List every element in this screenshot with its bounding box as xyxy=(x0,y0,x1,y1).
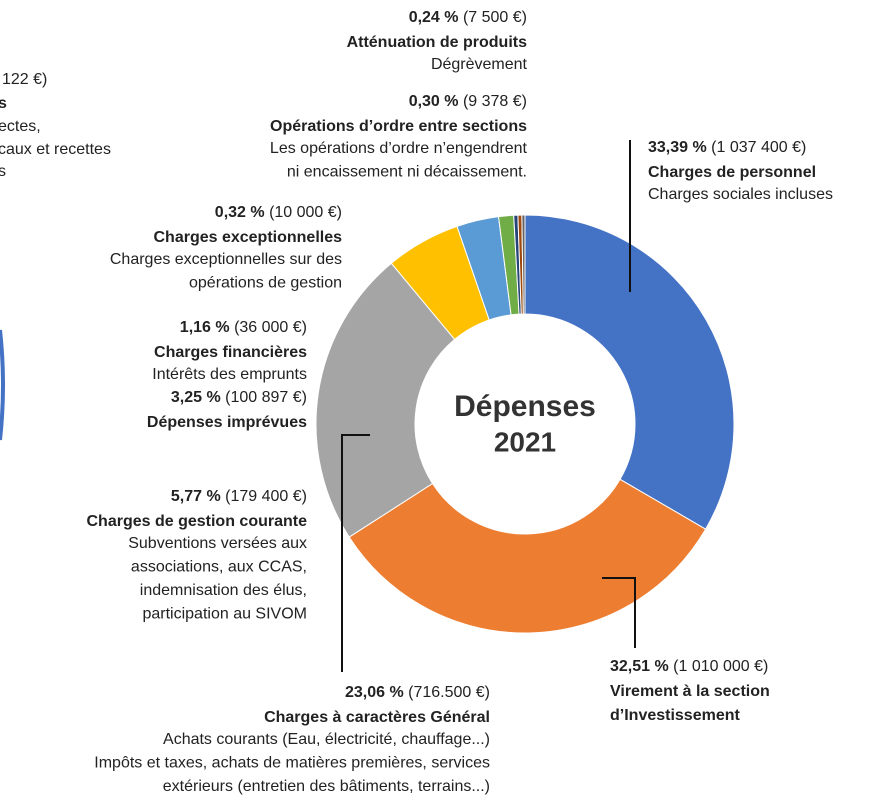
category-name: Charges financières xyxy=(154,344,307,361)
cropped-text: s xyxy=(0,95,7,112)
percent: 0,30 % xyxy=(409,93,459,110)
description: extérieurs (entretien des bâtiments, ter… xyxy=(163,778,490,795)
value-label: 32,51 % (1 010 000 €) xyxy=(610,658,768,675)
category-name: Virement à la section xyxy=(610,683,770,700)
description: Intérêts des emprunts xyxy=(152,366,307,383)
category-name: d’Investissement xyxy=(610,707,741,724)
percent: 5,77 % xyxy=(171,488,221,505)
donut xyxy=(315,214,735,634)
description: opérations de gestion xyxy=(189,275,342,292)
slice xyxy=(521,214,526,315)
category-name: Dépenses imprévues xyxy=(147,414,307,431)
amount: (100 897 €) xyxy=(225,389,307,406)
percent: 23,06 % xyxy=(345,684,404,701)
leader-line xyxy=(341,434,370,672)
amount: (10 000 €) xyxy=(269,204,342,221)
cropped-text: 122 €) xyxy=(2,71,47,88)
value-label: 0,30 % (9 378 €) xyxy=(409,93,527,110)
leader-lines xyxy=(341,140,636,672)
amount: (9 378 €) xyxy=(463,93,527,110)
cropped-chart-edge xyxy=(0,329,5,441)
description: Dégrèvement xyxy=(431,56,528,73)
description: Subventions versées aux xyxy=(128,535,307,552)
category-name: Charges de personnel xyxy=(648,164,816,181)
value-label: 0,32 % (10 000 €) xyxy=(215,204,342,221)
amount: (179 400 €) xyxy=(225,488,307,505)
percent: 0,32 % xyxy=(215,204,265,221)
description: indemnisation des élus, xyxy=(140,582,307,599)
description: Impôts et taxes, achats de matières prem… xyxy=(94,755,490,772)
value-label: 3,25 % (100 897 €) xyxy=(171,389,307,406)
description: Charges exceptionnelles sur des xyxy=(110,251,342,268)
description: participation au SIVOM xyxy=(142,606,307,623)
description: Les opérations d’ordre n’engendrent xyxy=(270,140,528,157)
percent: 1,16 % xyxy=(180,319,230,336)
category-name: Atténuation de produits xyxy=(347,34,528,51)
cropped-text: ectes, xyxy=(0,118,41,135)
slice xyxy=(348,478,707,634)
percent: 3,25 % xyxy=(171,389,221,406)
cropped-text: s xyxy=(0,163,6,180)
percent: 33,39 % xyxy=(648,139,707,156)
value-label: 5,77 % (179 400 €) xyxy=(171,488,307,505)
value-label: 33,39 % (1 037 400 €) xyxy=(648,139,806,156)
amount: (1 010 000 €) xyxy=(673,658,768,675)
slice xyxy=(524,214,735,530)
amount: (1 037 400 €) xyxy=(711,139,806,156)
description: ni encaissement ni décaissement. xyxy=(287,164,527,181)
description: Charges sociales incluses xyxy=(648,186,833,203)
amount: (716.500 €) xyxy=(408,684,490,701)
amount: (36 000 €) xyxy=(234,319,307,336)
category-name: Charges de gestion courante xyxy=(87,513,308,530)
category-name: Charges à caractères Général xyxy=(264,709,490,726)
description: Achats courants (Eau, électricité, chauf… xyxy=(163,731,490,748)
slice xyxy=(315,262,456,538)
category-name: Opérations d’ordre entre sections xyxy=(270,118,527,135)
center-title: Dépenses xyxy=(454,390,596,423)
amount: (7 500 €) xyxy=(463,9,527,26)
description: associations, aux CCAS, xyxy=(131,559,307,576)
percent: 0,24 % xyxy=(409,9,459,26)
value-label: 23,06 % (716.500 €) xyxy=(345,684,490,701)
percent: 32,51 % xyxy=(610,658,669,675)
cropped-text: caux et recettes xyxy=(0,141,111,158)
value-label: 1,16 % (36 000 €) xyxy=(180,319,307,336)
center-subtitle: 2021 xyxy=(494,426,556,457)
category-name: Charges exceptionnelles xyxy=(153,229,342,246)
value-label: 0,24 % (7 500 €) xyxy=(409,9,527,26)
leader-line xyxy=(602,577,636,648)
